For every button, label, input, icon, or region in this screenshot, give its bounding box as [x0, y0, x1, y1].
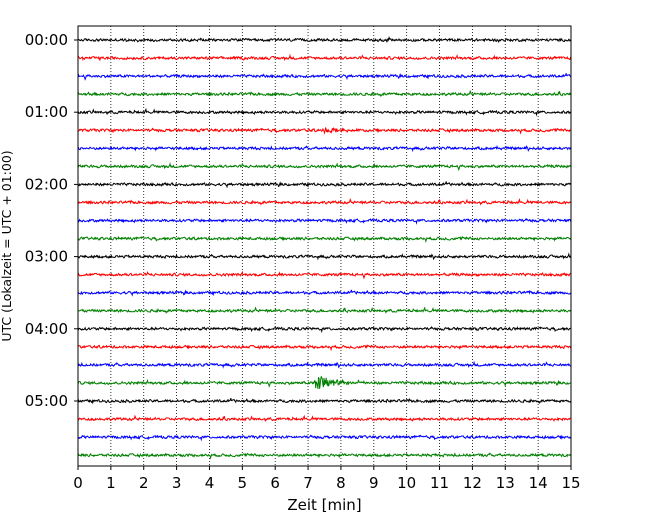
x-tick-label: 13 — [496, 474, 515, 492]
x-tick-label: 6 — [270, 474, 280, 492]
trace-line — [77, 306, 572, 314]
trace-line — [77, 270, 572, 280]
trace-line — [77, 35, 572, 44]
trace-line — [77, 289, 572, 297]
x-tick-label: 11 — [430, 474, 449, 492]
x-tick-label: 2 — [139, 474, 149, 492]
plot-frame — [77, 25, 572, 467]
trace-line — [77, 434, 572, 442]
trace-line — [77, 397, 572, 405]
x-tick-label: 12 — [463, 474, 482, 492]
trace-line — [77, 53, 572, 62]
trace-line — [77, 72, 572, 81]
y-tick-label: 02:00 — [25, 175, 68, 193]
trace-line — [77, 161, 572, 172]
x-tick-label: 0 — [73, 474, 83, 492]
x-axis: 0 1 2 3 4 5 6 7 8 9 10 11 12 13 14 15 — [73, 466, 581, 492]
trace-line — [77, 107, 572, 117]
y-tick-label: 05:00 — [25, 392, 68, 410]
trace-line — [77, 325, 572, 334]
trace-line — [77, 360, 572, 369]
y-tick-label: 04:00 — [25, 320, 68, 338]
x-tick-label: 1 — [106, 474, 116, 492]
x-tick-label: 8 — [336, 474, 346, 492]
trace-line — [77, 127, 572, 135]
x-tick-label: 5 — [238, 474, 248, 492]
x-tick-label: 9 — [369, 474, 379, 492]
trace-line — [77, 89, 572, 98]
trace-line — [77, 181, 572, 189]
trace-line — [77, 452, 572, 460]
trace-line — [77, 235, 572, 244]
trace-line — [77, 375, 572, 389]
grid-lines — [110, 26, 539, 466]
x-tick-label: 7 — [303, 474, 313, 492]
trace-line — [77, 217, 572, 225]
x-tick-label: 15 — [561, 474, 580, 492]
y-tick-label: 01:00 — [25, 103, 68, 121]
trace-line — [77, 252, 572, 261]
x-tick-label: 3 — [172, 474, 182, 492]
trace-line — [77, 144, 572, 153]
y-axis-label: UTC (Lokalzeit = UTC + 01:00) — [0, 150, 14, 341]
x-tick-label: 4 — [205, 474, 215, 492]
traces — [77, 35, 572, 460]
y-tick-label: 00:00 — [25, 31, 68, 49]
x-tick-label: 14 — [529, 474, 548, 492]
trace-line — [77, 414, 572, 423]
y-axis: 00:00 01:00 02:00 03:00 04:00 05:00 — [25, 31, 78, 410]
trace-line — [77, 197, 572, 206]
y-tick-label: 03:00 — [25, 248, 68, 266]
x-axis-label: Zeit [min] — [287, 496, 361, 514]
trace-line — [77, 344, 572, 352]
x-tick-label: 10 — [397, 474, 416, 492]
